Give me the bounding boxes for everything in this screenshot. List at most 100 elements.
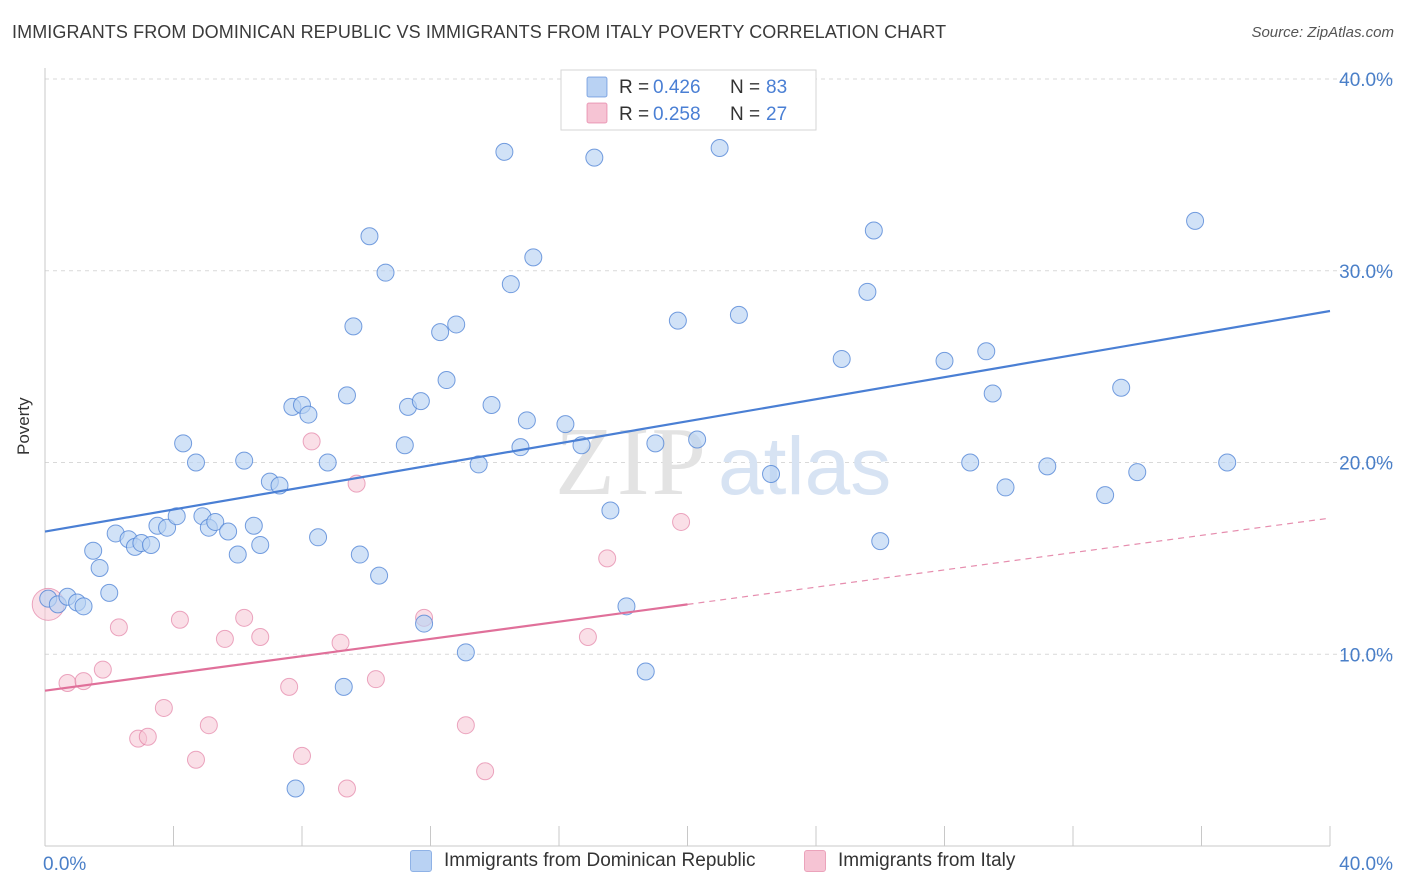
legend-label-italy: Immigrants from Italy [838, 850, 1016, 871]
grid-lines [45, 78, 1395, 655]
italy-point [251, 627, 270, 646]
legend-n-value-blue: 83 [766, 77, 787, 98]
dominican-point [142, 535, 161, 554]
dominican-point [186, 453, 205, 472]
legend-n-value-pink: 27 [766, 104, 787, 125]
dominican-point [1128, 463, 1147, 482]
dominican-point [431, 323, 450, 342]
dominican-point [299, 405, 318, 424]
dominican-point [688, 430, 707, 449]
italy-point [476, 762, 495, 781]
trend-line-italy-extension [687, 517, 1331, 605]
italy-point [302, 432, 321, 451]
dominican-point [996, 478, 1015, 497]
x-tick-label-1: 40.0% [1339, 854, 1393, 875]
italy-point [366, 670, 385, 689]
italy-point [456, 716, 475, 735]
dominican-point [1112, 378, 1131, 397]
trend-lines [44, 309, 1331, 692]
dominican-point [158, 518, 177, 537]
legend-label-dominican: Immigrants from Dominican Republic [444, 850, 756, 871]
dominican-point [395, 436, 414, 455]
dominican-point [983, 384, 1002, 403]
dominican-point [585, 148, 604, 167]
trend-line-dominican [44, 309, 1331, 533]
dominican-point [646, 434, 665, 453]
legend-item-italy: Immigrants from Italy [804, 850, 1015, 872]
x-tick-labels: 0.0% 40.0% [43, 854, 1393, 875]
dominican-point [90, 558, 109, 577]
dominican-point [832, 349, 851, 368]
axes [44, 68, 1331, 847]
dominican-point [495, 142, 514, 161]
dominican-point [415, 614, 434, 633]
italy-point [170, 610, 189, 629]
dominican-point [337, 386, 356, 405]
dominican-point [482, 395, 501, 414]
italy-point [598, 549, 617, 568]
italy-point [215, 629, 234, 648]
y-tick-label-0: 10.0% [1339, 645, 1393, 666]
italy-point [672, 512, 691, 531]
dominican-point [977, 342, 996, 361]
watermark: ZIP atlas [555, 408, 891, 516]
legend-r-value-blue: 0.426 [653, 77, 701, 98]
y-tick-label-1: 20.0% [1339, 454, 1393, 475]
dominican-point [858, 282, 877, 301]
dominican-point [668, 311, 687, 330]
trend-line-italy [44, 603, 688, 692]
dominican-point [251, 535, 270, 554]
italy-point [199, 716, 218, 735]
watermark-zip: ZIP [555, 408, 708, 516]
dominican-point [469, 455, 488, 474]
dominican-point [1096, 486, 1115, 505]
legend-r-value-pink: 0.258 [653, 104, 701, 125]
legend-item-dominican: Immigrants from Dominican Republic [410, 850, 756, 872]
dominican-point [334, 677, 353, 696]
dominican-point [411, 392, 430, 411]
legend-n-label-blue: N = [730, 77, 760, 98]
dominican-point [244, 516, 263, 535]
legend-swatch-blue [586, 76, 608, 98]
dominican-point [350, 545, 369, 564]
dominican-point [167, 507, 186, 526]
legend-bottom: Immigrants from Dominican Republic Immig… [0, 850, 1406, 880]
dominican-point [762, 465, 781, 484]
y-tick-label-2: 30.0% [1339, 262, 1393, 283]
dominican-point [360, 227, 379, 246]
dominican-point [447, 315, 466, 334]
dominican-point [74, 597, 93, 616]
dominican-point [961, 453, 980, 472]
dominican-point [556, 415, 575, 434]
italy-point [235, 608, 254, 627]
dominican-point [524, 248, 543, 267]
italy-point [109, 618, 128, 637]
dominican-point [84, 541, 103, 560]
italy-point [293, 746, 311, 765]
x-tick-label-0: 0.0% [43, 854, 86, 875]
dominican-point [174, 434, 193, 453]
dominican-point [206, 512, 225, 531]
dominican-point [437, 371, 456, 390]
dominican-point [501, 275, 520, 294]
dominican-point [370, 566, 389, 585]
y-tick-labels: 10.0% 20.0% 30.0% 40.0% [1339, 70, 1393, 666]
dominican-point [729, 305, 748, 324]
legend-n-label-pink: N = [730, 104, 760, 125]
italy-point [154, 698, 173, 717]
dominican-point [1186, 211, 1205, 230]
dominican-point [344, 317, 363, 336]
watermark-atlas: atlas [718, 421, 891, 512]
legend-swatch-pink [586, 102, 608, 124]
dominican-point [228, 545, 247, 564]
dominican-point [511, 438, 530, 457]
italy-point [331, 633, 350, 652]
italy-point [186, 750, 205, 769]
dominican-point [935, 351, 954, 370]
italy-point [93, 660, 112, 679]
dominican-point [864, 221, 883, 240]
italy-point [280, 677, 299, 696]
dominican-point [636, 662, 655, 681]
dominican-point [1218, 453, 1237, 472]
dominican-point [309, 528, 328, 547]
